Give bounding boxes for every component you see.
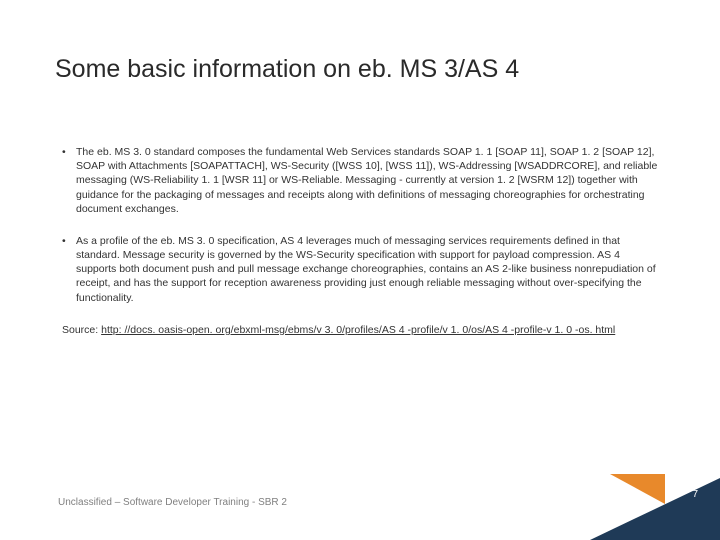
bullet-item: The eb. MS 3. 0 standard composes the fu… xyxy=(62,145,662,216)
bullet-list: The eb. MS 3. 0 standard composes the fu… xyxy=(62,145,662,305)
body-area: The eb. MS 3. 0 standard composes the fu… xyxy=(62,145,662,337)
source-link: http: //docs. oasis-open. org/ebxml-msg/… xyxy=(101,324,615,336)
page-number: 7 xyxy=(692,489,698,500)
source-line: Source: http: //docs. oasis-open. org/eb… xyxy=(62,323,662,337)
corner-accent-dark xyxy=(590,478,720,540)
bullet-item: As a profile of the eb. MS 3. 0 specific… xyxy=(62,234,662,305)
corner-accent-orange xyxy=(610,474,665,504)
slide: Some basic information on eb. MS 3/AS 4 … xyxy=(0,0,720,540)
slide-title: Some basic information on eb. MS 3/AS 4 xyxy=(55,55,519,84)
source-label: Source: xyxy=(62,324,101,336)
footer-text: Unclassified – Software Developer Traini… xyxy=(58,497,287,508)
